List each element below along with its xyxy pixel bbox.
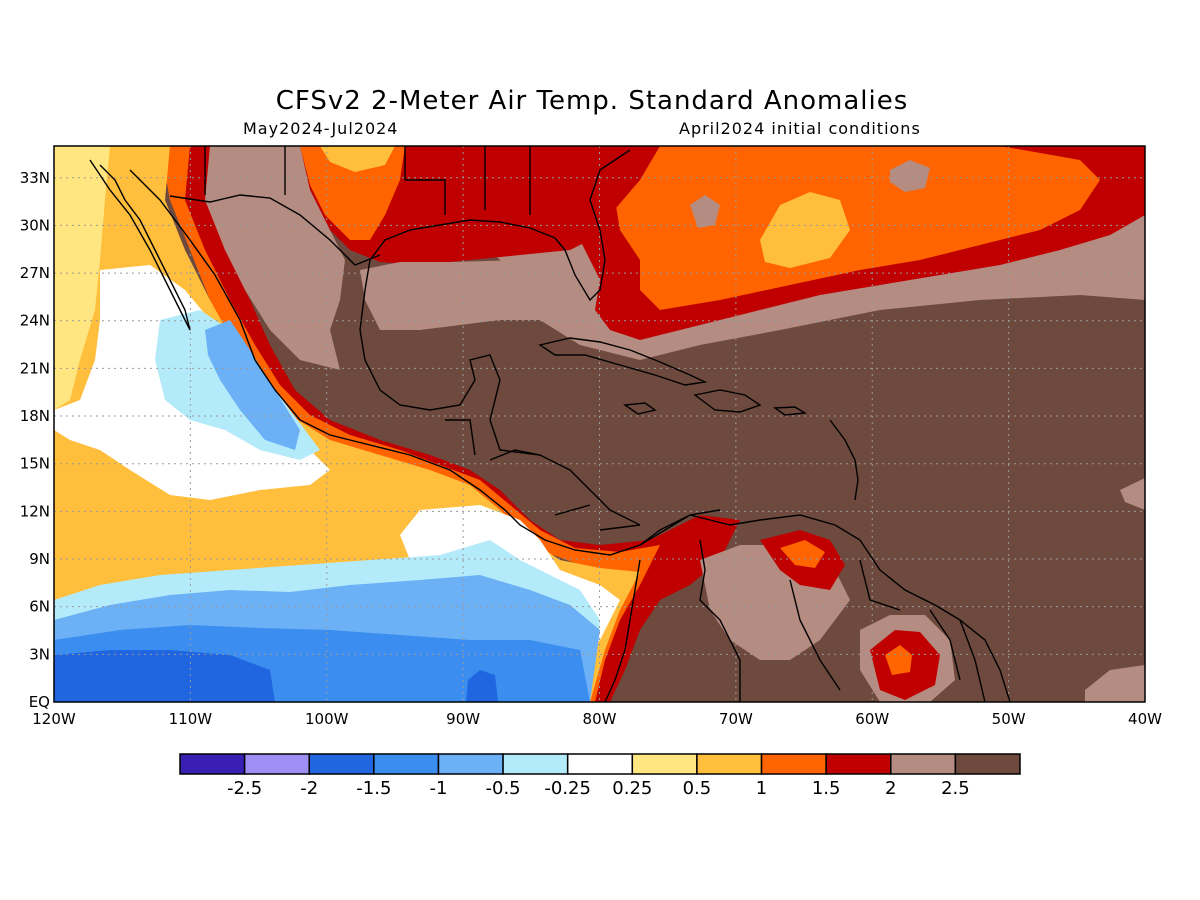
lon-label: 50W	[992, 710, 1026, 728]
mexico-tan	[180, 146, 345, 370]
colorbar-swatch	[954, 753, 1021, 775]
mexico-pacific-coast	[129, 169, 721, 556]
forecast-period: May2024-Jul2024	[243, 119, 399, 138]
lon-label: 90W	[446, 710, 480, 728]
colorbar-swatch	[308, 753, 375, 775]
south-america-coast	[639, 514, 1011, 702]
colorbar-swatch	[502, 753, 569, 775]
lon-label: 40W	[1128, 710, 1162, 728]
colorbar-swatch	[631, 753, 698, 775]
map-frame	[53, 145, 1146, 703]
lon-label: 60W	[855, 710, 889, 728]
cuba	[538, 337, 708, 386]
lat-label: 9N	[29, 550, 50, 568]
atlantic-tan-hole	[890, 160, 930, 192]
lat-label: 18N	[20, 407, 50, 425]
sa-pacific-coast	[604, 559, 641, 702]
hispaniola	[693, 389, 762, 413]
lesser-antilles	[829, 419, 859, 501]
colorbar-swatch	[566, 753, 634, 775]
atlantic-orange-band	[610, 146, 1100, 310]
map-title: CFSv2 2-Meter Air Temp. Standard Anomali…	[275, 86, 909, 116]
puerto-rico	[772, 406, 808, 416]
colorbar-swatch	[825, 753, 892, 775]
initial-conditions: April2024 initial conditions	[679, 119, 921, 138]
pacific-yellow	[54, 146, 110, 410]
anomaly-field	[54, 146, 1145, 702]
colorbar-tick-label: 0.25	[612, 778, 652, 799]
lon-label: 100W	[305, 710, 349, 728]
colorbar	[179, 753, 1021, 775]
lon-label: 110W	[169, 710, 213, 728]
lat-label: 33N	[20, 169, 50, 187]
mexico-gulf-coast	[359, 229, 641, 526]
lon-label: 70W	[719, 710, 753, 728]
sa-orange-spot	[885, 645, 912, 675]
lat-label: 15N	[20, 455, 50, 473]
gulf-coast	[409, 149, 631, 302]
lat-label: EQ	[29, 693, 50, 711]
lat-label: 30N	[20, 216, 50, 234]
lat-label: 6N	[29, 598, 50, 616]
lon-label: 120W	[32, 710, 76, 728]
colorbar-tick-label: 2	[885, 778, 896, 799]
us-orange	[300, 146, 405, 240]
lon-label: 80W	[583, 710, 617, 728]
colorbar-tick-label: 0.5	[683, 778, 712, 799]
eq-deepblue	[54, 650, 275, 702]
colorbar-tick-label: -0.5	[486, 778, 521, 799]
colorbar-tick-label: 2.5	[941, 778, 970, 799]
sa-country-borders	[699, 539, 986, 702]
graticule	[54, 146, 1145, 702]
colorbar-labels: -2.5 -2 -1.5 -1 -0.5 -0.25 0.25 0.5 1 1.5 2 2.5	[227, 778, 970, 799]
us-mexico-border	[169, 194, 381, 266]
lat-label: 12N	[20, 502, 50, 520]
caribbean-south-orange	[780, 540, 825, 568]
lat-label: 21N	[20, 359, 50, 377]
colorbar-tick-label: 1	[756, 778, 767, 799]
east-atlantic-tan-2	[1120, 478, 1145, 510]
colorbar-swatch	[696, 753, 763, 775]
atlantic-lightorange-patch	[760, 192, 850, 268]
us-state-lines	[204, 146, 531, 215]
latitude-labels: 33N 30N 27N 24N 21N 18N 15N 12N 9N 6N 3N EQ	[20, 169, 50, 711]
west-orange-strip	[160, 146, 660, 702]
colorbar-tick-label: -2	[300, 778, 318, 799]
colorbar-swatch	[437, 753, 504, 775]
lat-label: 3N	[29, 645, 50, 663]
us-lightorange	[320, 146, 395, 172]
colorbar-tick-label: -0.25	[544, 778, 591, 799]
lat-label: 27N	[20, 264, 50, 282]
colorbar-swatch	[890, 753, 957, 775]
colorbar-swatch	[760, 753, 827, 775]
lat-label: 24N	[20, 312, 50, 330]
pacific-lightblue-tongue	[205, 320, 300, 450]
colorbar-tick-label: 1.5	[812, 778, 841, 799]
colorbar-tick-label: -2.5	[227, 778, 262, 799]
eq-deepblue-patch	[466, 670, 498, 702]
atlantic-tan-hole-2	[690, 195, 720, 228]
colorbar-swatch	[243, 753, 310, 775]
coastlines	[89, 146, 1011, 702]
central-america-borders	[445, 419, 641, 531]
gulf-tan	[360, 255, 580, 330]
colorbar-tick-label: -1	[429, 778, 447, 799]
colorbar-tick-label: -1.5	[356, 778, 391, 799]
colorbar-swatch	[179, 753, 246, 775]
east-atlantic-tan	[1085, 665, 1145, 702]
colorbar-swatch	[373, 753, 440, 775]
longitude-labels: 120W 110W 100W 90W 80W 70W 60W 50W 40W	[32, 710, 1162, 728]
baja-coast	[89, 159, 191, 331]
jamaica	[623, 402, 657, 415]
